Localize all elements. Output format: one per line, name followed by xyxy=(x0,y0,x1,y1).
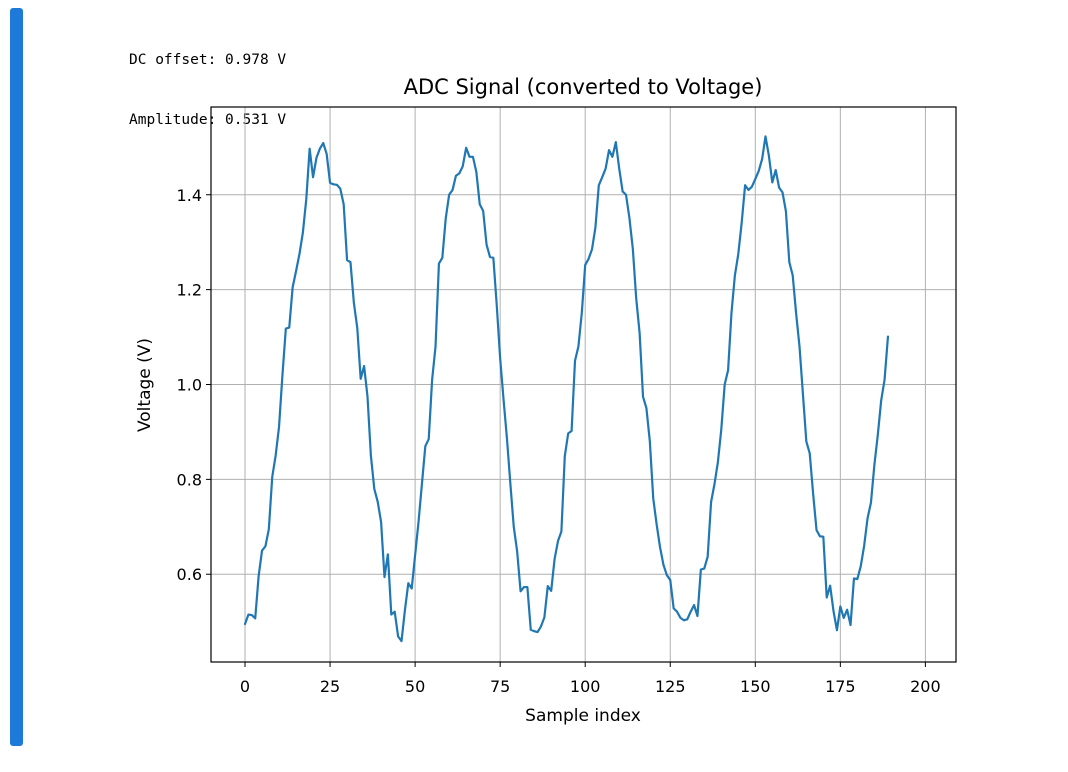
x-tick-label: 200 xyxy=(910,677,941,696)
x-tick-label: 175 xyxy=(825,677,856,696)
x-tick-label: 100 xyxy=(570,677,601,696)
y-tick-label: 1.0 xyxy=(177,376,202,395)
cell-collapse-bar[interactable] xyxy=(10,8,23,746)
grid-lines xyxy=(211,107,956,662)
voltage-series-line xyxy=(243,135,890,643)
plot-area xyxy=(243,135,890,643)
amplitude-text: Amplitude: 0.531 V xyxy=(129,112,287,128)
x-axis-label: Sample index xyxy=(525,706,641,726)
chart-title: ADC Signal (converted to Voltage) xyxy=(404,75,763,99)
dc-offset-text: DC offset: 0.978 V xyxy=(129,52,287,68)
y-axis-label: Voltage (V) xyxy=(135,338,155,432)
stdout-output: DC offset: 0.978 V Amplitude: 0.531 V xyxy=(129,10,286,170)
axis-ticks: 0 25 50 75 100 125 150 175 200 0.6 0.8 1.0 1.2 1.4 xyxy=(177,186,941,696)
x-tick-label: 75 xyxy=(490,677,510,696)
y-tick-label: 0.8 xyxy=(177,470,202,489)
x-tick-label: 25 xyxy=(320,677,340,696)
x-tick-label: 150 xyxy=(740,677,771,696)
x-tick-label: 0 xyxy=(240,677,250,696)
y-tick-label: 1.2 xyxy=(177,281,202,300)
y-tick-label: 1.4 xyxy=(177,186,202,205)
x-tick-label: 125 xyxy=(655,677,686,696)
x-tick-label: 50 xyxy=(405,677,425,696)
y-tick-label: 0.6 xyxy=(177,565,202,584)
